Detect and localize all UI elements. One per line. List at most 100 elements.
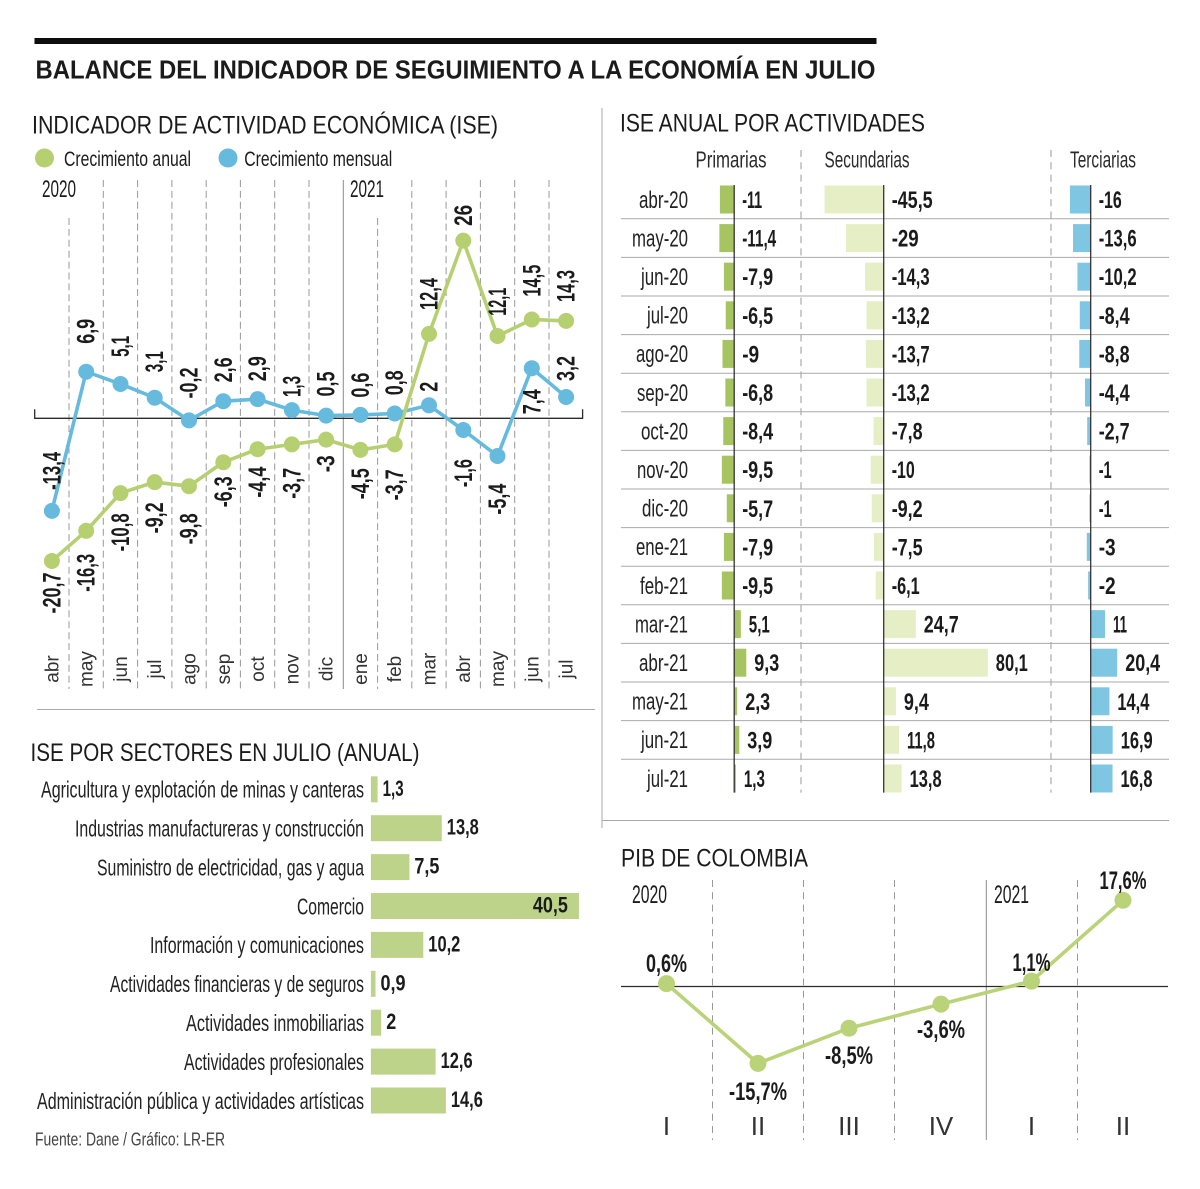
svg-text:may: may bbox=[488, 651, 509, 687]
svg-text:13,8: 13,8 bbox=[447, 815, 479, 840]
svg-text:14,3: 14,3 bbox=[553, 270, 581, 302]
svg-text:PIB DE COLOMBIA: PIB DE COLOMBIA bbox=[621, 845, 808, 873]
svg-text:9,3: 9,3 bbox=[754, 650, 779, 677]
svg-text:14,4: 14,4 bbox=[1117, 689, 1149, 716]
svg-text:ago: ago bbox=[180, 653, 201, 685]
svg-text:2,3: 2,3 bbox=[745, 689, 770, 716]
svg-text:-3,6%: -3,6% bbox=[917, 1016, 965, 1044]
svg-text:IV: IV bbox=[929, 1111, 954, 1141]
svg-text:-9,8: -9,8 bbox=[176, 513, 204, 544]
svg-text:-1,6: -1,6 bbox=[450, 459, 478, 487]
svg-text:-8,4: -8,4 bbox=[1099, 303, 1130, 330]
svg-text:ene: ene bbox=[351, 653, 372, 685]
svg-text:-11: -11 bbox=[742, 187, 762, 214]
svg-text:3,1: 3,1 bbox=[141, 351, 169, 372]
svg-text:11,8: 11,8 bbox=[907, 727, 935, 754]
svg-text:3,2: 3,2 bbox=[553, 356, 581, 381]
svg-text:I: I bbox=[1028, 1111, 1035, 1141]
svg-text:6,9: 6,9 bbox=[73, 319, 101, 344]
svg-text:-3: -3 bbox=[1099, 534, 1116, 561]
svg-text:-9,5: -9,5 bbox=[742, 457, 773, 484]
svg-text:Crecimiento anual: Crecimiento anual bbox=[64, 148, 191, 171]
svg-text:-0,2: -0,2 bbox=[176, 368, 204, 399]
svg-text:40,5: 40,5 bbox=[533, 893, 568, 918]
svg-text:BALANCE DEL INDICADOR DE SEGUI: BALANCE DEL INDICADOR DE SEGUIMIENTO A L… bbox=[36, 55, 876, 85]
svg-text:II: II bbox=[751, 1111, 765, 1141]
svg-text:III: III bbox=[838, 1111, 860, 1141]
svg-text:-5,4: -5,4 bbox=[484, 484, 512, 515]
svg-text:abr-20: abr-20 bbox=[639, 187, 688, 214]
svg-text:Administración pública y activ: Administración pública y actividades art… bbox=[37, 1088, 364, 1114]
svg-text:abr-21: abr-21 bbox=[639, 650, 688, 677]
svg-text:jul: jul bbox=[145, 659, 166, 679]
svg-text:-13,4: -13,4 bbox=[38, 452, 66, 490]
svg-text:1,3: 1,3 bbox=[744, 766, 765, 793]
svg-text:Actividades financieras y de s: Actividades financieras y de seguros bbox=[110, 971, 364, 997]
svg-text:-29: -29 bbox=[892, 226, 919, 253]
svg-text:1,1%: 1,1% bbox=[1013, 949, 1051, 977]
svg-text:mar-21: mar-21 bbox=[635, 611, 688, 638]
svg-text:-16: -16 bbox=[1099, 187, 1122, 214]
svg-text:-9,2: -9,2 bbox=[141, 502, 169, 533]
svg-text:-9: -9 bbox=[742, 341, 759, 368]
svg-text:Suministro de electricidad, ga: Suministro de electricidad, gas y agua bbox=[97, 854, 364, 880]
svg-text:-45,5: -45,5 bbox=[892, 187, 933, 214]
svg-text:-9,2: -9,2 bbox=[892, 496, 923, 523]
svg-text:feb-21: feb-21 bbox=[640, 573, 688, 600]
svg-text:sep-20: sep-20 bbox=[637, 380, 688, 407]
svg-text:-3: -3 bbox=[313, 455, 341, 472]
svg-text:2: 2 bbox=[416, 382, 444, 392]
svg-text:-1: -1 bbox=[1099, 457, 1112, 484]
svg-text:12,6: 12,6 bbox=[441, 1048, 473, 1073]
svg-text:10,2: 10,2 bbox=[428, 931, 460, 956]
svg-text:20,4: 20,4 bbox=[1125, 650, 1160, 677]
svg-text:-11,4: -11,4 bbox=[742, 226, 776, 253]
svg-text:mar: mar bbox=[420, 652, 441, 685]
svg-text:-8,5%: -8,5% bbox=[825, 1042, 873, 1070]
svg-text:1,3: 1,3 bbox=[278, 376, 306, 397]
svg-text:may: may bbox=[77, 651, 98, 687]
svg-text:-7,9: -7,9 bbox=[742, 264, 773, 291]
svg-text:12,1: 12,1 bbox=[484, 288, 512, 316]
svg-text:3,9: 3,9 bbox=[747, 727, 772, 754]
svg-text:ene-21: ene-21 bbox=[636, 534, 688, 561]
svg-text:16,8: 16,8 bbox=[1121, 766, 1153, 793]
svg-text:oct: oct bbox=[248, 656, 269, 682]
svg-text:-4,4: -4,4 bbox=[244, 467, 272, 498]
svg-text:24,7: 24,7 bbox=[924, 612, 959, 639]
svg-text:-13,6: -13,6 bbox=[1099, 226, 1137, 253]
svg-text:jun-20: jun-20 bbox=[640, 264, 688, 291]
svg-text:feb: feb bbox=[385, 656, 406, 682]
svg-text:Comercio: Comercio bbox=[297, 893, 364, 919]
svg-text:2,6: 2,6 bbox=[210, 357, 238, 382]
svg-text:Crecimiento mensual: Crecimiento mensual bbox=[244, 148, 392, 171]
svg-text:-7,8: -7,8 bbox=[892, 419, 923, 446]
svg-text:-9,5: -9,5 bbox=[742, 573, 773, 600]
svg-text:-10,8: -10,8 bbox=[107, 513, 135, 551]
svg-text:I: I bbox=[663, 1111, 670, 1141]
svg-text:-6,5: -6,5 bbox=[742, 303, 773, 330]
svg-text:5,1: 5,1 bbox=[107, 336, 135, 357]
svg-text:0,5: 0,5 bbox=[313, 371, 341, 396]
svg-text:2021: 2021 bbox=[350, 176, 384, 203]
svg-text:-16,3: -16,3 bbox=[73, 554, 101, 592]
svg-text:nov: nov bbox=[282, 653, 303, 684]
svg-text:may-21: may-21 bbox=[632, 689, 688, 716]
svg-text:-5,7: -5,7 bbox=[742, 496, 773, 523]
svg-text:0,6: 0,6 bbox=[347, 373, 375, 398]
svg-text:-2: -2 bbox=[1099, 573, 1116, 600]
svg-text:2: 2 bbox=[386, 1009, 396, 1034]
svg-text:16,9: 16,9 bbox=[1121, 727, 1153, 754]
svg-text:80,1: 80,1 bbox=[996, 650, 1028, 677]
svg-text:1,3: 1,3 bbox=[383, 776, 404, 801]
svg-text:2020: 2020 bbox=[42, 176, 76, 203]
svg-text:INDICADOR DE ACTIVIDAD ECONÓMI: INDICADOR DE ACTIVIDAD ECONÓMICA (ISE) bbox=[32, 110, 498, 139]
svg-text:-1: -1 bbox=[1099, 496, 1112, 523]
svg-text:-14,3: -14,3 bbox=[892, 264, 930, 291]
svg-text:ISE ANUAL POR ACTIVIDADES: ISE ANUAL POR ACTIVIDADES bbox=[620, 110, 925, 138]
svg-text:7,4: 7,4 bbox=[518, 389, 546, 414]
svg-text:2020: 2020 bbox=[632, 881, 667, 909]
svg-text:-8,8: -8,8 bbox=[1099, 341, 1130, 368]
svg-text:dic-20: dic-20 bbox=[642, 496, 688, 523]
svg-text:7,5: 7,5 bbox=[414, 854, 439, 879]
